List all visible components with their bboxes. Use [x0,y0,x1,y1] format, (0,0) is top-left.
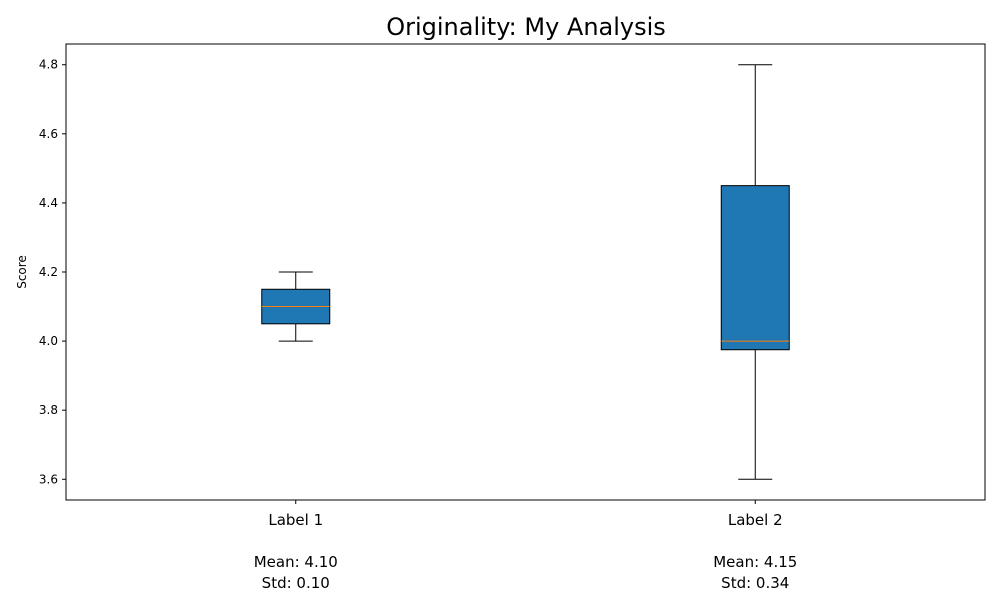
x-tick-label: Label 2 [728,511,783,529]
stats-label: Mean: 4.15 [713,553,797,571]
chart-title: Originality: My Analysis [386,13,666,41]
box-group [720,64,790,480]
plot-frame [65,43,986,501]
y-tick-label: 4.6 [39,127,58,141]
y-tick-label: 3.6 [39,472,58,486]
y-tick-label: 4.2 [39,265,58,279]
box-group [261,271,331,342]
stats-label: Mean: 4.10 [254,553,338,571]
y-axis-label: Score [15,255,29,289]
box [720,185,790,351]
plot-area: 3.6 3.8 4.0 4.2 4.4 4.6 4.8 Label 1 Mean: 4.10 St… [39,58,797,592]
stats-label: Std: 0.34 [721,574,789,592]
y-tick-label: 4.4 [39,196,58,210]
stats-label: Std: 0.10 [262,574,330,592]
y-tick-label: 4.8 [39,58,58,72]
x-tick-label: Label 1 [268,511,323,529]
y-tick-label: 3.8 [39,403,58,417]
y-tick-label: 4.0 [39,334,58,348]
